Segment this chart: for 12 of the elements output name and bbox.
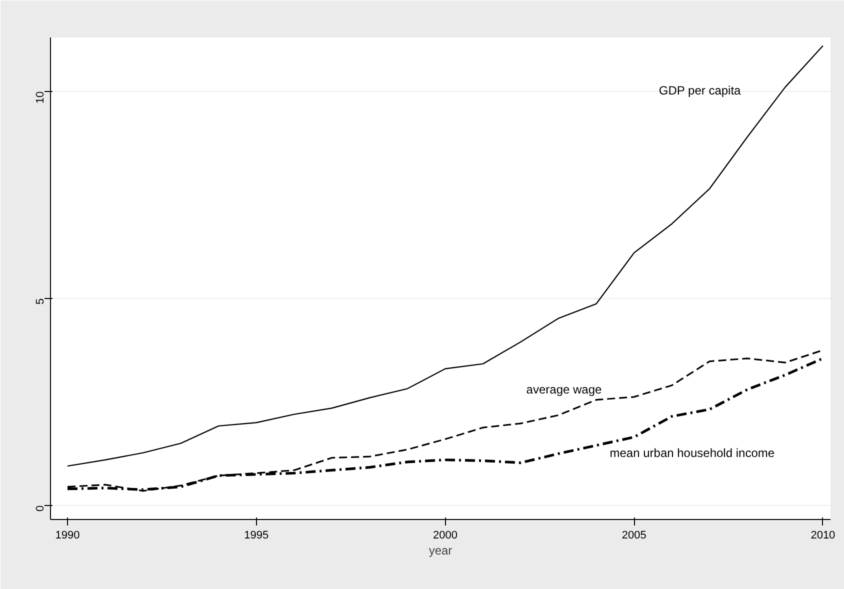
y-tick-label: 0 [34,505,46,512]
y-tick-label: 5 [34,298,46,304]
x-tick-label: 2000 [432,530,458,542]
x-tick-label: 1995 [244,530,269,542]
text: GDP per capita [658,84,742,98]
series-label: average wage [526,382,602,396]
series-label: mean urban household income [610,446,775,460]
x-tick-label: 1990 [55,530,80,542]
x-axis-title: year [428,544,452,558]
y-tick-label: 10 [34,91,46,104]
x-tick-label: 2010 [810,530,836,542]
x-tick-label: 2005 [622,530,646,542]
